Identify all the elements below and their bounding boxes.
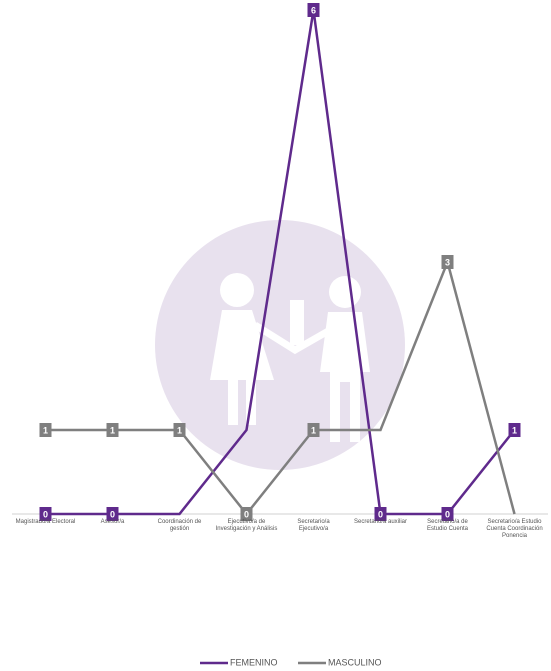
series-line <box>45 9 516 516</box>
data-label-box <box>39 423 52 437</box>
x-tick-label: Asesor/a <box>100 519 125 525</box>
x-tick-label: Secretario/a auxiliar <box>353 519 408 525</box>
data-label: 3 <box>441 255 454 269</box>
data-label-box <box>173 423 186 437</box>
data-label: 1 <box>307 423 320 437</box>
data-label-text: 1 <box>110 425 115 435</box>
data-label-box <box>441 507 454 521</box>
data-label: 1 <box>39 423 52 437</box>
data-label-box <box>240 507 253 521</box>
x-tick-label: Coordinación de gestión <box>157 519 202 532</box>
x-tick-label: Magistrado/a Electoral <box>15 519 76 525</box>
data-label: 1 <box>508 423 521 437</box>
data-label: 6 <box>307 3 320 17</box>
series-line <box>45 258 516 517</box>
data-label: 1 <box>106 423 119 437</box>
data-label-text: 6 <box>311 5 316 15</box>
data-label-text: 0 <box>110 509 115 519</box>
x-tick-label: Ejecutivo/a de Investigación y Análisis <box>215 519 278 532</box>
x-tick-label: Secretario/a de Estudio Cuenta <box>426 519 469 532</box>
data-label-text: 1 <box>512 425 517 435</box>
data-label: 1 <box>173 423 186 437</box>
data-label-text: 1 <box>177 425 182 435</box>
data-label-text: 0 <box>244 509 249 519</box>
data-label-box <box>374 507 387 521</box>
data-label-text: 0 <box>445 509 450 519</box>
data-label-box <box>508 423 521 437</box>
data-label: 0 <box>441 507 454 521</box>
data-label-box <box>106 507 119 521</box>
data-label-text: 0 <box>43 509 48 519</box>
data-label-text: 1 <box>311 425 316 435</box>
data-label-text: 1 <box>43 425 48 435</box>
x-tick-label: Secretario/a Estudio Cuenta Coordinación… <box>486 519 543 539</box>
data-label: 0 <box>240 507 253 521</box>
background-emblem <box>155 220 405 470</box>
data-label-box <box>39 507 52 521</box>
legend-label: MASCULINO <box>328 657 382 667</box>
data-label-text: 3 <box>445 257 450 267</box>
legend-label: FEMENINO <box>230 657 278 667</box>
data-label-box <box>106 423 119 437</box>
x-tick-label: Secretario/a Ejecutivo/a <box>297 519 330 532</box>
data-label-box <box>441 255 454 269</box>
data-label-box <box>307 3 320 17</box>
data-label-text: 0 <box>378 509 383 519</box>
data-label: 0 <box>39 507 52 521</box>
data-label: 0 <box>106 507 119 521</box>
data-label: 0 <box>374 507 387 521</box>
data-label-box <box>307 423 320 437</box>
